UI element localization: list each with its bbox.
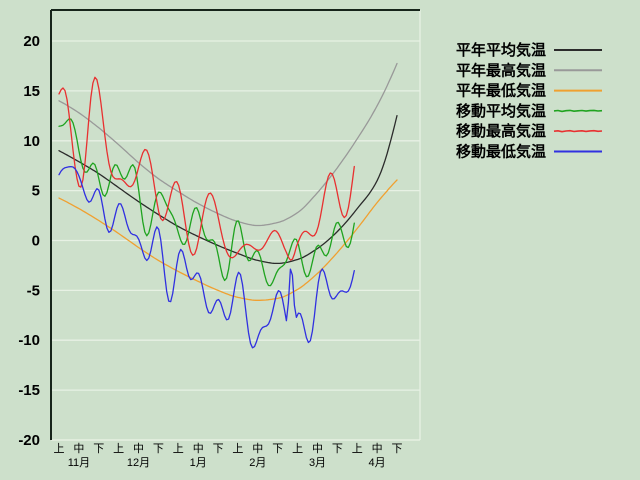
svg-text:移動最高気温: 移動最高気温 bbox=[456, 122, 546, 140]
svg-text:12月: 12月 bbox=[127, 457, 150, 469]
svg-text:下: 下 bbox=[332, 443, 343, 455]
svg-text:移動平均気温: 移動平均気温 bbox=[456, 102, 546, 120]
svg-text:下: 下 bbox=[213, 443, 224, 455]
svg-text:上: 上 bbox=[292, 442, 303, 455]
svg-text:-15: -15 bbox=[18, 382, 40, 399]
svg-text:移動最低気温: 移動最低気温 bbox=[456, 143, 546, 161]
svg-text:平年最低気温: 平年最低気温 bbox=[456, 82, 546, 100]
svg-text:-5: -5 bbox=[27, 282, 40, 299]
svg-text:中: 中 bbox=[312, 442, 323, 455]
svg-text:上: 上 bbox=[54, 442, 65, 455]
svg-text:10: 10 bbox=[23, 133, 40, 150]
svg-text:4月: 4月 bbox=[369, 457, 386, 469]
svg-text:下: 下 bbox=[93, 443, 104, 455]
svg-text:中: 中 bbox=[252, 442, 263, 455]
svg-text:-10: -10 bbox=[18, 332, 40, 349]
svg-text:5: 5 bbox=[32, 183, 40, 200]
svg-text:20: 20 bbox=[23, 33, 40, 50]
svg-text:下: 下 bbox=[392, 443, 403, 455]
svg-text:0: 0 bbox=[32, 233, 40, 250]
svg-text:2月: 2月 bbox=[249, 457, 266, 469]
svg-text:3月: 3月 bbox=[309, 457, 326, 469]
svg-text:中: 中 bbox=[193, 442, 204, 455]
svg-text:15: 15 bbox=[23, 83, 40, 100]
svg-text:1月: 1月 bbox=[190, 457, 207, 469]
svg-text:中: 中 bbox=[73, 442, 84, 455]
svg-text:下: 下 bbox=[153, 443, 164, 455]
svg-text:平年最高気温: 平年最高気温 bbox=[456, 61, 546, 79]
svg-text:中: 中 bbox=[372, 442, 383, 455]
svg-text:上: 上 bbox=[232, 442, 243, 455]
svg-text:平年平均気温: 平年平均気温 bbox=[456, 41, 546, 59]
svg-text:上: 上 bbox=[113, 442, 124, 455]
svg-text:-20: -20 bbox=[18, 432, 40, 449]
svg-text:11月: 11月 bbox=[68, 457, 90, 469]
svg-text:上: 上 bbox=[173, 442, 184, 455]
svg-text:上: 上 bbox=[352, 442, 363, 455]
svg-text:中: 中 bbox=[133, 442, 144, 455]
svg-text:下: 下 bbox=[272, 443, 283, 455]
